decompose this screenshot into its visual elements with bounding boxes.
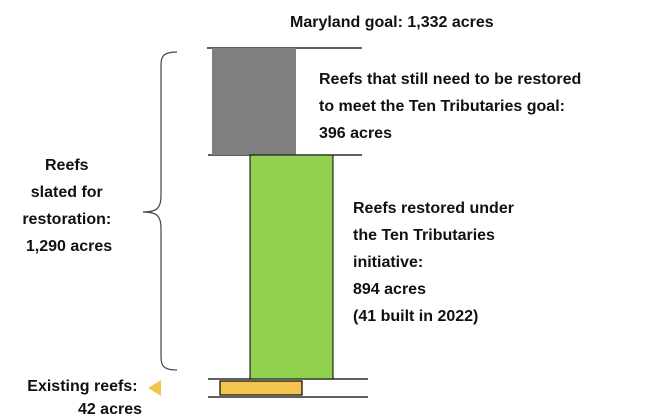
restored-label-line: Reefs restored under: [353, 200, 514, 217]
existing-reefs-label: Existing reefs: 42 acres: [27, 378, 142, 418]
restored-label-line: (41 built in 2022): [353, 308, 478, 325]
slated-label-line: slated for: [31, 184, 103, 201]
existing-label-line: Existing reefs:: [27, 378, 137, 395]
restored-label-line: initiative:: [353, 254, 423, 271]
restored-label-line: 894 acres: [353, 281, 426, 298]
existing-reefs-arrow: [148, 380, 161, 396]
remaining-reefs-label: Reefs that still need to be restored to …: [319, 71, 586, 142]
restored-reefs-bar: [249, 154, 334, 380]
remaining-reefs-bar: [212, 48, 296, 155]
slated-reefs-label: Reefs slated for restoration: 1,290 acre…: [22, 157, 115, 255]
remaining-label-line: 396 acres: [319, 125, 392, 142]
remaining-label-line: Reefs that still need to be restored: [319, 71, 581, 88]
slated-label-line: 1,290 acres: [26, 238, 112, 255]
slated-label-line: restoration:: [22, 211, 111, 228]
restored-label-line: the Ten Tributaries: [353, 227, 495, 244]
slated-label-line: Reefs: [45, 157, 89, 174]
existing-label-line: 42 acres: [78, 401, 142, 418]
restored-reefs-label: Reefs restored under the Ten Tributaries…: [353, 200, 518, 325]
curly-bracket: [142, 51, 178, 371]
goal-label: Maryland goal: 1,332 acres: [290, 14, 494, 31]
remaining-label-line: to meet the Ten Tributaries goal:: [319, 98, 565, 115]
existing-reefs-bar: [219, 380, 303, 396]
